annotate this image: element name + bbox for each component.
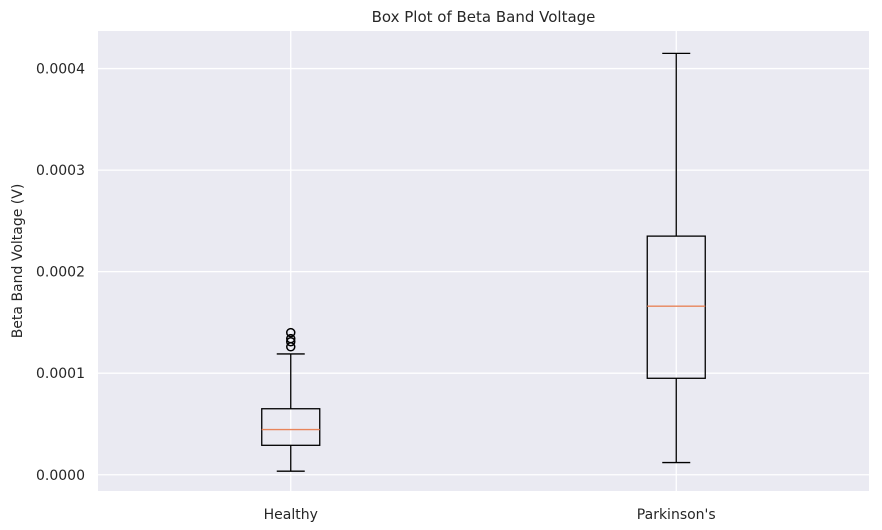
outlier-point — [286, 336, 296, 347]
outlier-point — [286, 327, 296, 338]
box-group — [261, 327, 321, 472]
plot-area — [98, 31, 869, 491]
y-tick-label: 0.0002 — [36, 265, 85, 281]
y-axis-ticks: 0.0000 0.0001 0.0002 0.0003 0.0004 — [36, 62, 85, 484]
chart-title: Box Plot of Beta Band Voltage — [372, 8, 596, 26]
x-tick-label: Parkinson's — [637, 507, 716, 523]
y-tick-label: 0.0001 — [36, 366, 85, 382]
box-group — [646, 52, 706, 464]
iqr-box — [261, 408, 321, 446]
y-tick-label: 0.0003 — [36, 163, 85, 179]
box-series — [261, 52, 706, 472]
x-tick-label: Healthy — [264, 507, 318, 523]
outlier-point — [286, 333, 296, 344]
y-tick-label: 0.0000 — [36, 468, 85, 484]
y-tick-label: 0.0004 — [36, 62, 85, 78]
iqr-box — [646, 235, 706, 379]
x-axis-ticks: Healthy Parkinson's — [264, 507, 716, 523]
y-axis-label: Beta Band Voltage (V) — [10, 184, 26, 339]
